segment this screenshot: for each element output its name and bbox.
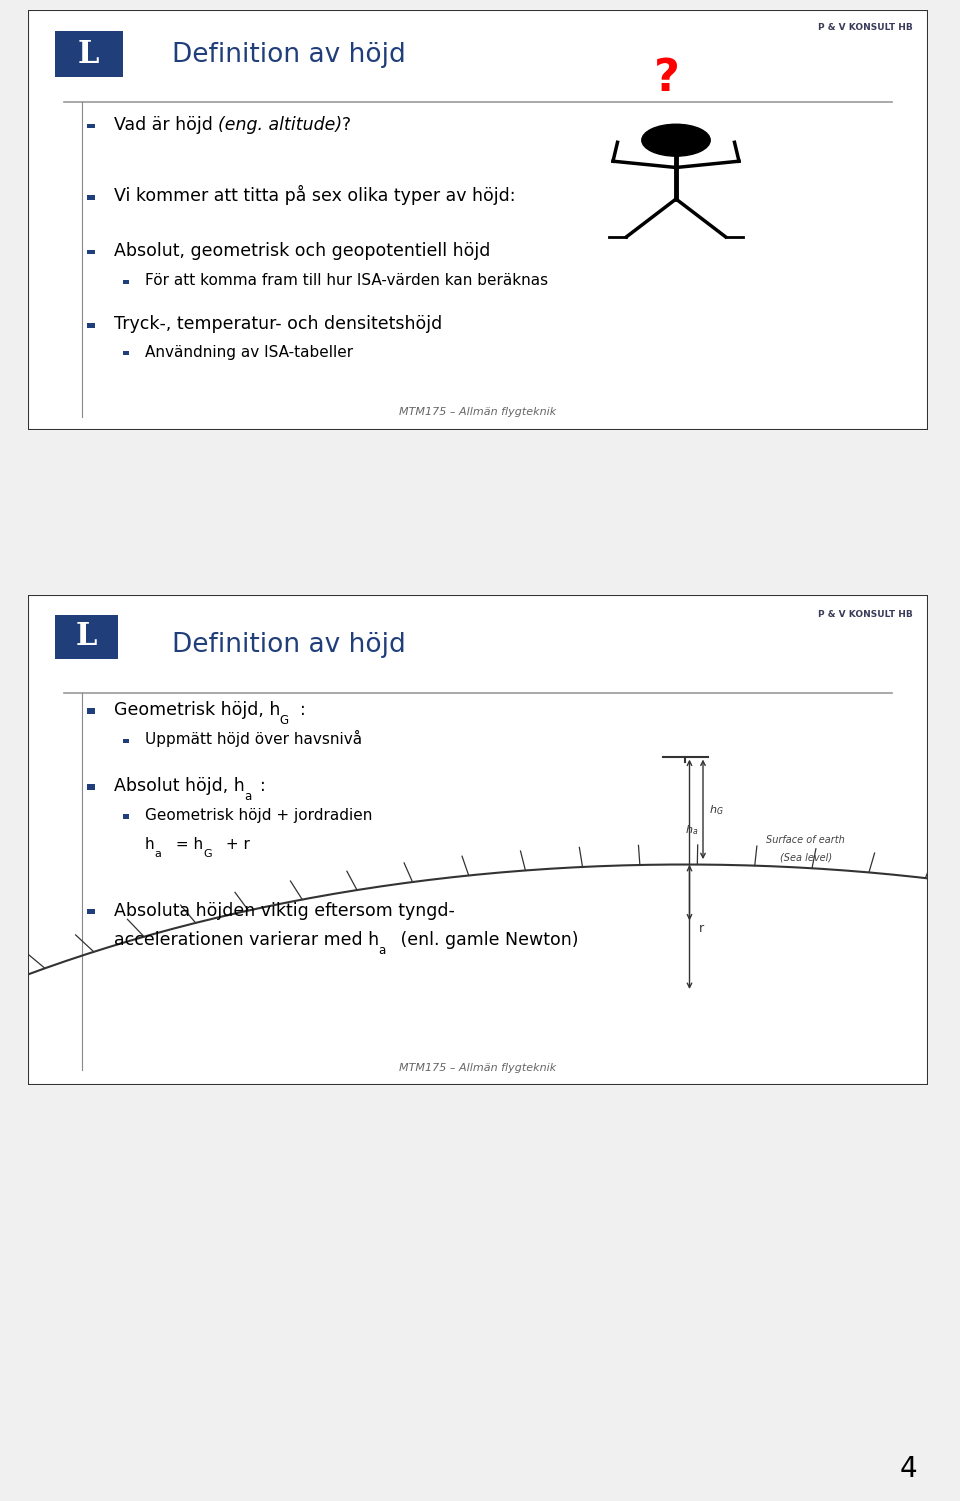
Text: :: : [260, 778, 266, 796]
Text: L: L [78, 39, 100, 69]
Text: För att komma fram till hur ISA-värden kan beräknas: För att komma fram till hur ISA-värden k… [145, 273, 548, 288]
Bar [123, 815, 129, 820]
Text: Geometrisk höjd, h: Geometrisk höjd, h [113, 701, 280, 719]
Text: h: h [145, 838, 155, 853]
FancyBboxPatch shape [28, 11, 928, 429]
Bar [86, 123, 95, 129]
Text: Tryck-, temperatur- och densitetshöjd: Tryck-, temperatur- och densitetshöjd [113, 315, 442, 333]
Text: (enl. gamle Newton): (enl. gamle Newton) [395, 931, 578, 949]
Text: + r: + r [221, 838, 250, 853]
Text: Uppmätt höjd över havsnivå: Uppmätt höjd över havsnivå [145, 731, 362, 747]
Bar [86, 323, 95, 327]
Text: Definition av höjd: Definition av höjd [172, 632, 406, 657]
Text: accelerationen varierar med h: accelerationen varierar med h [113, 931, 378, 949]
Text: r: r [699, 922, 704, 935]
Text: ?: ? [654, 57, 680, 101]
FancyBboxPatch shape [28, 594, 928, 1085]
Text: Absoluta höjden viktig eftersom tyngd-: Absoluta höjden viktig eftersom tyngd- [113, 902, 454, 920]
Text: L: L [76, 621, 97, 651]
Text: Definition av höjd: Definition av höjd [172, 42, 406, 68]
Text: P & V KONSULT HB: P & V KONSULT HB [818, 609, 912, 618]
Text: G: G [203, 848, 211, 859]
FancyBboxPatch shape [55, 32, 123, 77]
Bar [123, 281, 129, 284]
Text: (Sea level): (Sea level) [780, 853, 831, 862]
Text: ?: ? [342, 116, 351, 134]
Text: :: : [300, 701, 305, 719]
Text: Absolut, geometrisk och geopotentiell höjd: Absolut, geometrisk och geopotentiell hö… [113, 242, 490, 260]
Bar [123, 351, 129, 356]
Bar [86, 908, 95, 914]
Bar [86, 249, 95, 255]
Text: a: a [378, 944, 386, 958]
Text: Geometrisk höjd + jordradien: Geometrisk höjd + jordradien [145, 809, 372, 824]
Bar [86, 708, 95, 713]
Text: = h: = h [171, 838, 203, 853]
Bar [123, 738, 129, 743]
Text: MTM175 – Allmän flygteknik: MTM175 – Allmän flygteknik [399, 407, 557, 417]
Bar [86, 195, 95, 200]
Bar [86, 784, 95, 790]
Text: a: a [155, 848, 161, 859]
Text: 4: 4 [900, 1454, 917, 1483]
Text: Vad är höjd: Vad är höjd [113, 116, 218, 134]
Text: Vi kommer att titta på sex olika typer av höjd:: Vi kommer att titta på sex olika typer a… [113, 185, 515, 206]
Text: Surface of earth: Surface of earth [766, 835, 845, 845]
Text: a: a [244, 790, 252, 803]
Text: $h_G$: $h_G$ [709, 803, 724, 818]
Text: Användning av ISA-tabeller: Användning av ISA-tabeller [145, 345, 353, 360]
Text: MTM175 – Allmän flygteknik: MTM175 – Allmän flygteknik [399, 1063, 557, 1073]
Text: Absolut höjd, h: Absolut höjd, h [113, 778, 244, 796]
Text: (eng. altitude): (eng. altitude) [218, 116, 342, 134]
Text: P & V KONSULT HB: P & V KONSULT HB [818, 23, 912, 32]
Circle shape [642, 125, 710, 156]
Text: $h_a$: $h_a$ [685, 824, 698, 838]
FancyBboxPatch shape [55, 614, 118, 659]
Text: G: G [280, 714, 289, 726]
